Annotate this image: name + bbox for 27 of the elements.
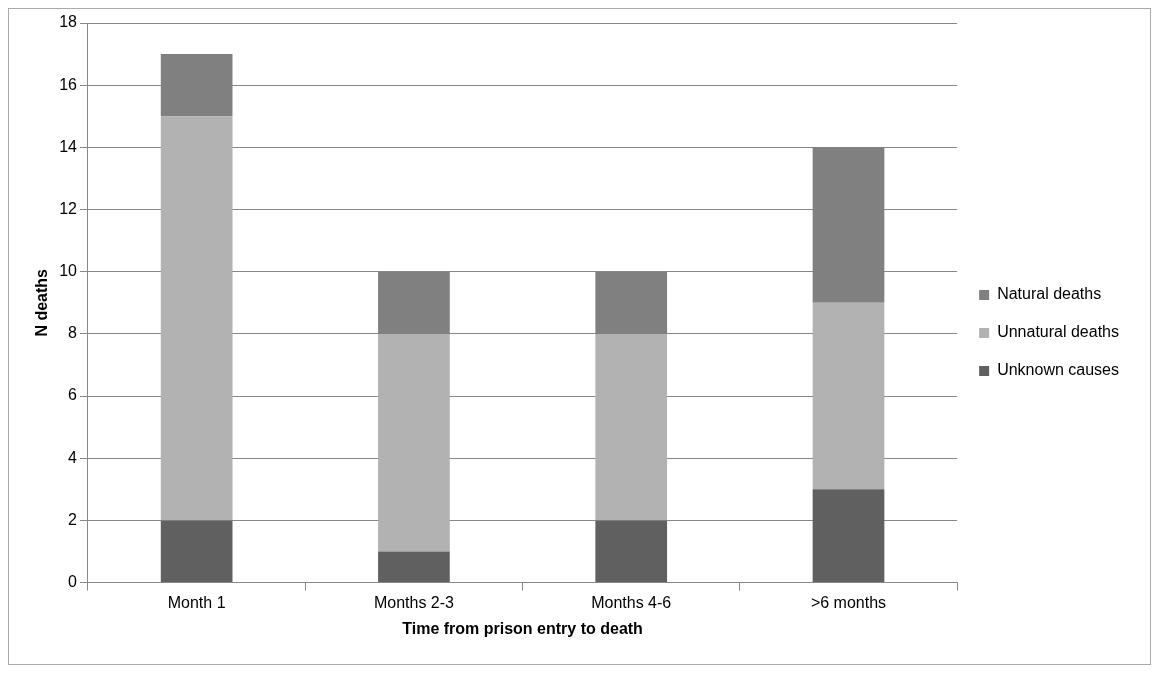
y-tick-label: 16 — [59, 75, 78, 93]
bar — [595, 333, 668, 521]
bar — [812, 302, 885, 490]
x-tick-label: Month 1 — [167, 593, 226, 611]
bar — [812, 489, 885, 583]
y-tick-label: 6 — [68, 386, 78, 404]
bar — [378, 551, 450, 583]
y-tick-label: 10 — [59, 262, 78, 280]
x-tick-label: Months 2-3 — [373, 593, 455, 611]
legend-label: Unnatural deaths — [997, 323, 1119, 341]
bar — [160, 116, 233, 521]
y-tick-label: 12 — [59, 199, 78, 217]
x-axis-title: Time from prison entry to death — [402, 619, 643, 637]
legend-label: Unknown causes — [997, 361, 1119, 379]
legend-label: Natural deaths — [997, 285, 1102, 303]
y-tick-label: 18 — [59, 13, 78, 31]
bar — [378, 333, 450, 552]
bar — [160, 520, 233, 583]
x-tick-label: Months 4-6 — [591, 593, 672, 611]
x-tick-label: >6 months — [810, 593, 887, 611]
y-tick-label: 14 — [59, 137, 78, 155]
bar — [595, 520, 668, 583]
y-axis-title: N deaths — [33, 268, 51, 337]
y-tick-label: 2 — [68, 510, 78, 528]
y-tick-label: 0 — [68, 573, 78, 591]
y-tick-label: 8 — [68, 324, 78, 342]
y-tick-label: 4 — [68, 448, 78, 466]
